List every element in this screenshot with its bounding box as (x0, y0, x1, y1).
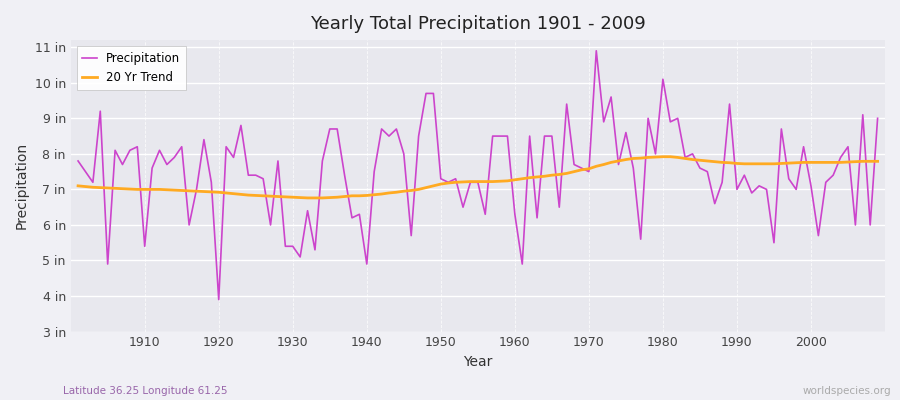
Line: Precipitation: Precipitation (78, 51, 878, 300)
20 Yr Trend (872, 159, 883, 164)
Precipitation (517, 262, 527, 266)
Precipitation (613, 162, 624, 167)
Precipitation (132, 144, 143, 149)
Precipitation (509, 212, 520, 217)
Precipitation (346, 216, 357, 220)
20 Yr Trend (73, 184, 84, 188)
20 Yr Trend (606, 160, 616, 165)
20 Yr Trend (517, 176, 527, 181)
Precipitation (302, 208, 313, 213)
Legend: Precipitation, 20 Yr Trend: Precipitation, 20 Yr Trend (76, 46, 186, 90)
20 Yr Trend (658, 154, 669, 159)
Precipitation (872, 116, 883, 121)
Precipitation (591, 48, 602, 53)
Title: Yearly Total Precipitation 1901 - 2009: Yearly Total Precipitation 1901 - 2009 (310, 15, 645, 33)
Precipitation (213, 297, 224, 302)
Y-axis label: Precipitation: Precipitation (15, 142, 29, 230)
Text: worldspecies.org: worldspecies.org (803, 386, 891, 396)
20 Yr Trend (509, 178, 520, 182)
Precipitation (73, 158, 84, 163)
20 Yr Trend (302, 196, 313, 200)
20 Yr Trend (295, 195, 306, 200)
X-axis label: Year: Year (464, 355, 492, 369)
20 Yr Trend (132, 187, 143, 192)
20 Yr Trend (346, 193, 357, 198)
Line: 20 Yr Trend: 20 Yr Trend (78, 157, 878, 198)
Text: Latitude 36.25 Longitude 61.25: Latitude 36.25 Longitude 61.25 (63, 386, 228, 396)
